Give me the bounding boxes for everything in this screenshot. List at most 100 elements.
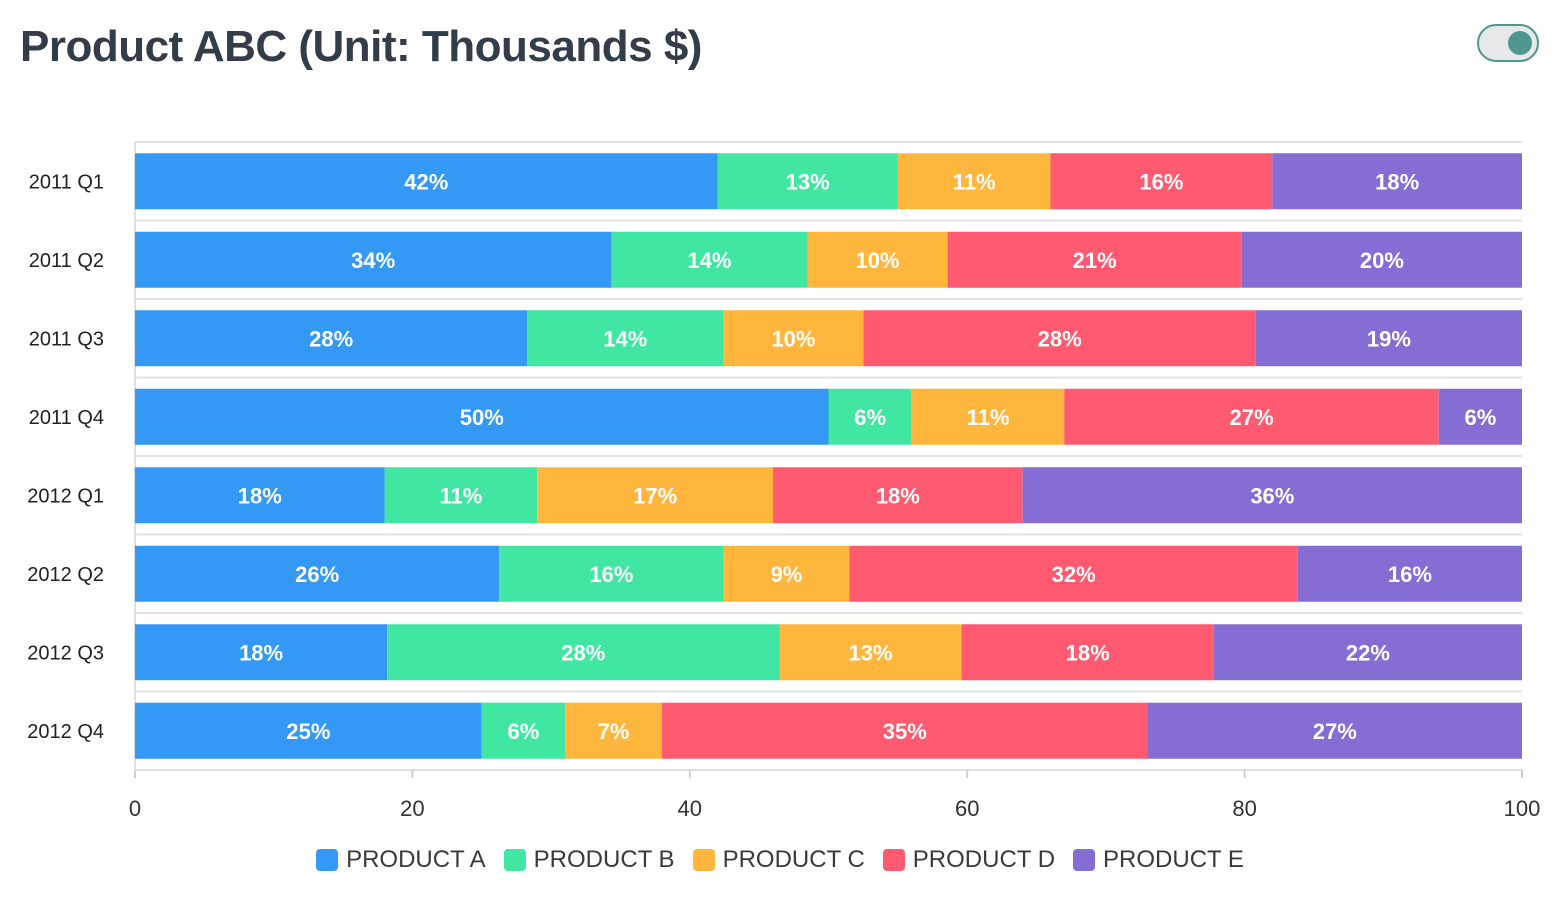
bar-segment — [897, 153, 1051, 210]
data-label: 9% — [771, 562, 803, 587]
bar-segment — [1255, 310, 1522, 367]
data-label: 6% — [1464, 405, 1496, 430]
data-label: 10% — [771, 326, 815, 351]
x-tick-label: 60 — [955, 796, 979, 821]
legend-swatch — [882, 849, 905, 871]
legend-item[interactable]: PRODUCT D — [882, 846, 1056, 874]
bar-segment — [863, 310, 1256, 367]
legend-item[interactable]: PRODUCT B — [503, 846, 675, 874]
data-label: 36% — [1250, 483, 1294, 508]
bar-segment — [947, 231, 1242, 288]
legend-swatch — [692, 849, 715, 871]
data-label: 28% — [309, 326, 353, 351]
data-label: 28% — [561, 640, 605, 665]
bar-segment — [384, 467, 538, 524]
data-label: 13% — [786, 169, 830, 194]
category-label: 2012 Q2 — [27, 564, 104, 586]
category-label: 2011 Q2 — [29, 250, 104, 272]
bar-segment — [1213, 624, 1522, 681]
bar-segment — [807, 231, 948, 288]
data-label: 35% — [883, 719, 927, 744]
bar-segment — [387, 624, 780, 681]
data-label: 18% — [1375, 169, 1419, 194]
legend-label: PRODUCT D — [912, 846, 1056, 873]
data-label: 50% — [460, 405, 504, 430]
x-tick-label: 100 — [1504, 796, 1541, 821]
legend-item[interactable]: PRODUCT E — [1073, 846, 1244, 874]
bar-segment — [1147, 702, 1522, 759]
chart-legend: PRODUCT A PRODUCT B PRODUCT C PRODUCT D PROD… — [0, 846, 1560, 874]
bar-segment — [1272, 153, 1522, 210]
category-label: 2011 Q4 — [29, 407, 104, 429]
bar-segment — [662, 702, 1148, 759]
data-label: 28% — [1038, 326, 1082, 351]
bar-segment — [564, 702, 663, 759]
bar-segment — [527, 310, 724, 367]
data-label: 26% — [295, 562, 339, 587]
legend-label: PRODUCT B — [533, 846, 675, 873]
data-label: 19% — [1367, 326, 1411, 351]
bar-segment — [135, 310, 528, 367]
bar-segment — [1022, 467, 1522, 524]
data-label: 16% — [1139, 169, 1183, 194]
data-label: 42% — [404, 169, 448, 194]
bar-segment — [723, 310, 864, 367]
chart-title: Product ABC (Unit: Thousands $) — [20, 22, 702, 71]
data-label: 21% — [1073, 248, 1117, 273]
category-label: 2011 Q3 — [29, 328, 104, 350]
category-label: 2012 Q1 — [27, 485, 104, 507]
category-label: 2012 Q4 — [27, 721, 104, 743]
data-label: 11% — [967, 405, 1010, 430]
data-label: 20% — [1360, 248, 1404, 273]
bar-segment — [1297, 545, 1522, 602]
legend-label: PRODUCT E — [1103, 846, 1244, 873]
legend-label: PRODUCT A — [346, 846, 486, 873]
data-label: 17% — [633, 483, 677, 508]
data-label: 16% — [589, 562, 633, 587]
legend-swatch — [503, 849, 526, 871]
x-tick-label: 40 — [678, 796, 702, 821]
data-label: 7% — [598, 719, 630, 744]
bar-segment — [961, 624, 1214, 681]
bar-segment — [828, 388, 912, 445]
legend-item[interactable]: PRODUCT C — [692, 846, 865, 874]
data-label: 6% — [854, 405, 886, 430]
data-label: 16% — [1388, 562, 1432, 587]
bar-segment — [135, 467, 385, 524]
legend-item[interactable]: PRODUCT A — [316, 846, 486, 874]
data-label: 18% — [876, 483, 920, 508]
legend-label: PRODUCT C — [722, 846, 865, 873]
data-label: 34% — [351, 248, 395, 273]
bar-segment — [717, 153, 898, 210]
data-label: 13% — [849, 640, 893, 665]
bar-segment — [481, 702, 565, 759]
bar-segment — [611, 231, 808, 288]
data-label: 14% — [687, 248, 731, 273]
legend-swatch — [316, 849, 339, 871]
bar-segment — [1050, 153, 1273, 210]
x-tick-label: 20 — [400, 796, 424, 821]
bar-segment — [135, 624, 388, 681]
data-label: 10% — [856, 248, 900, 273]
bar-segment — [911, 388, 1065, 445]
bar-segment — [849, 545, 1298, 602]
data-label: 27% — [1230, 405, 1274, 430]
bar-segment — [1438, 388, 1522, 445]
data-label: 32% — [1052, 562, 1096, 587]
theme-toggle[interactable] — [1477, 24, 1539, 62]
data-label: 22% — [1346, 640, 1390, 665]
bar-segment — [135, 231, 612, 288]
data-label: 6% — [507, 719, 539, 744]
bar-segment — [135, 702, 482, 759]
data-label: 11% — [953, 169, 996, 194]
data-label: 27% — [1313, 719, 1357, 744]
x-tick-label: 0 — [129, 796, 141, 821]
bar-segment — [499, 545, 724, 602]
bar-segment — [135, 388, 829, 445]
data-label: 18% — [1066, 640, 1110, 665]
category-label: 2011 Q1 — [29, 171, 104, 193]
x-tick-label: 80 — [1232, 796, 1256, 821]
bar-segment — [773, 467, 1023, 524]
data-label: 11% — [440, 483, 483, 508]
